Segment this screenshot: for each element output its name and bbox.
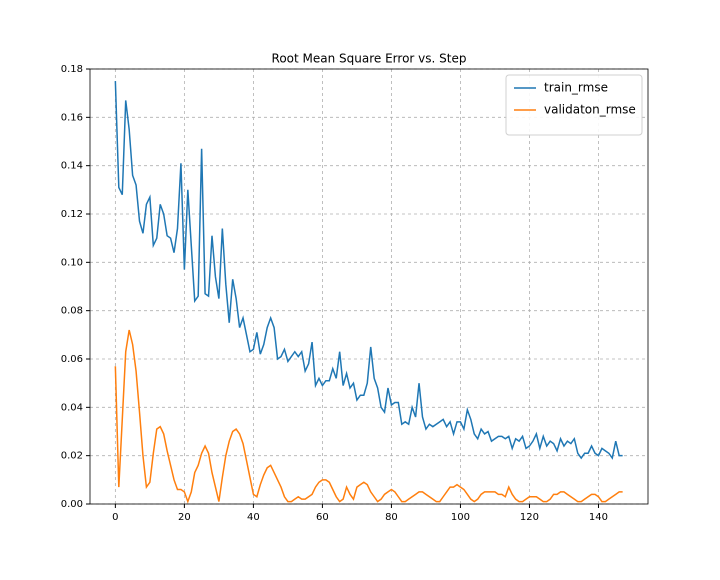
x-tick-label: 80: [385, 512, 398, 523]
y-tick-label: 0.14: [61, 161, 83, 172]
x-tick-label: 20: [178, 512, 191, 523]
legend-label: train_rmse: [544, 81, 608, 95]
y-tick-label: 0.06: [61, 354, 83, 365]
series-line: [114, 329, 623, 504]
x-tick-label: 100: [451, 512, 470, 523]
chart-title: Root Mean Square Error vs. Step: [272, 52, 467, 66]
plot-frame: [89, 68, 649, 505]
y-tick-label: 0.10: [61, 257, 83, 268]
x-tick-label: 60: [316, 512, 329, 523]
y-tick-label: 0.16: [61, 112, 83, 123]
x-tick-label: 140: [589, 512, 608, 523]
x-tick-label: 40: [247, 512, 260, 523]
y-tick-label: 0.00: [61, 499, 83, 510]
series-line: [114, 81, 623, 460]
legend-box: [505, 74, 643, 136]
x-tick-label: 0: [112, 512, 118, 523]
legend-label: validaton_rmse: [544, 103, 636, 117]
y-tick-label: 0.02: [61, 451, 83, 462]
y-tick-label: 0.08: [61, 306, 83, 317]
x-tick-label: 120: [520, 512, 539, 523]
y-tick-label: 0.18: [61, 64, 83, 75]
y-tick-label: 0.12: [61, 209, 83, 220]
y-tick-label: 0.04: [61, 402, 83, 413]
